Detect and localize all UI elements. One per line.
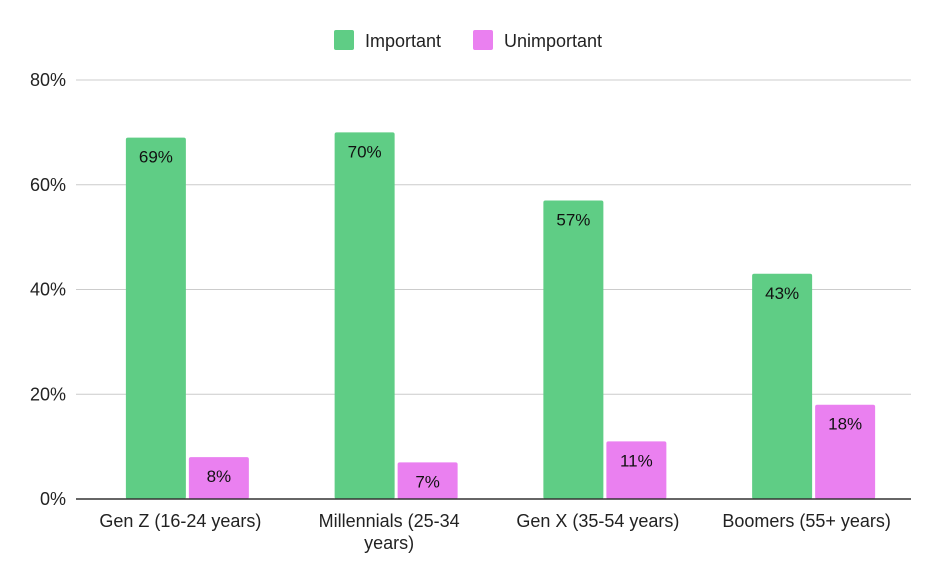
bar-unimportant	[606, 441, 667, 499]
data-label: 8%	[207, 467, 232, 486]
axes: 0% 20% 40% 60% 80% Gen Z (16-24 years) Millenn…	[30, 70, 911, 553]
x-category-label: Gen Z (16-24 years)	[99, 511, 261, 531]
bar-unimportant	[188, 457, 249, 499]
y-tick-label: 20%	[30, 384, 66, 404]
y-tick-label: 0%	[40, 489, 66, 509]
x-category-label: Millennials (25-34 years)	[319, 511, 460, 553]
data-label: 57%	[556, 210, 590, 229]
bar-important	[334, 132, 395, 499]
data-label: 69%	[139, 148, 173, 167]
data-label: 7%	[415, 472, 440, 491]
y-tick-label: 40%	[30, 280, 66, 300]
data-label: 11%	[620, 451, 653, 470]
legend-swatch	[473, 30, 493, 50]
data-label: 70%	[348, 142, 382, 161]
bars	[125, 132, 876, 500]
data-label: 43%	[765, 284, 799, 303]
bar-unimportant	[815, 404, 876, 499]
x-category-label: Gen X (35-54 years)	[516, 511, 679, 531]
y-tick-label: 60%	[30, 175, 66, 195]
legend: Important Unimportant	[334, 30, 602, 51]
bar-important	[125, 137, 186, 500]
legend-swatch	[334, 30, 354, 50]
bar-unimportant	[397, 462, 458, 499]
data-label: 18%	[828, 415, 862, 434]
legend-label: Unimportant	[504, 31, 602, 51]
data-labels: 69% 8% 70% 7% 57% 11% 43% 18%	[139, 142, 862, 491]
bar-important	[543, 200, 604, 499]
y-tick-label: 80%	[30, 70, 66, 90]
legend-label: Important	[365, 31, 441, 51]
x-category-label: Boomers (55+ years)	[722, 511, 891, 531]
bar-important	[752, 273, 813, 499]
